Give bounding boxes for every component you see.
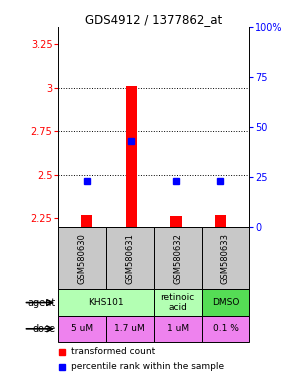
Bar (154, 227, 202, 290)
Bar (126, 86, 137, 227)
Bar (58, 316, 106, 342)
Text: KHS101: KHS101 (88, 298, 124, 307)
Text: 5 uM: 5 uM (71, 324, 93, 333)
Text: agent: agent (28, 298, 56, 308)
Text: 1.7 uM: 1.7 uM (114, 324, 145, 333)
Bar (58, 227, 106, 290)
Bar (202, 316, 249, 342)
Text: GSM580632: GSM580632 (173, 233, 182, 284)
Bar (202, 227, 249, 290)
Bar (106, 227, 154, 290)
Bar (215, 215, 226, 227)
Bar (58, 290, 154, 316)
Text: GSM580631: GSM580631 (125, 233, 134, 284)
Text: percentile rank within the sample: percentile rank within the sample (71, 362, 224, 371)
Text: DMSO: DMSO (212, 298, 239, 307)
Text: transformed count: transformed count (71, 347, 156, 356)
Bar (106, 316, 154, 342)
Text: retinoic
acid: retinoic acid (160, 293, 195, 312)
Title: GDS4912 / 1377862_at: GDS4912 / 1377862_at (85, 13, 222, 26)
Bar (202, 290, 249, 316)
Bar (81, 215, 93, 227)
Text: GSM580633: GSM580633 (221, 233, 230, 284)
Text: 1 uM: 1 uM (166, 324, 189, 333)
Text: dose: dose (33, 324, 56, 334)
Bar (171, 215, 182, 227)
Bar (154, 316, 202, 342)
Text: GSM580630: GSM580630 (77, 233, 86, 284)
Text: 0.1 %: 0.1 % (213, 324, 238, 333)
Bar (154, 290, 202, 316)
